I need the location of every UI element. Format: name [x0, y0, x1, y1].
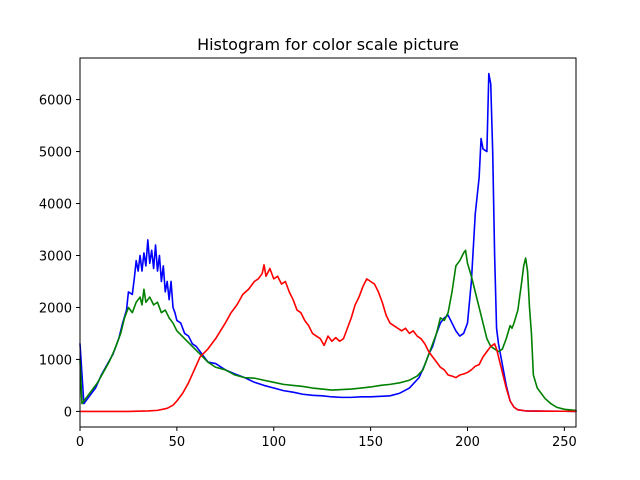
y-tick-label: 5000 — [39, 146, 72, 161]
y-tick-label: 4000 — [39, 198, 72, 213]
y-tick-label: 2000 — [39, 301, 72, 316]
x-tick-label: 0 — [76, 435, 84, 450]
series-layer — [79, 72, 577, 413]
y-tick-label: 6000 — [39, 94, 72, 109]
series-line-3 — [79, 264, 577, 413]
y-axis-ticks: 0 1000 2000 3000 4000 5000 6000 — [39, 94, 80, 420]
y-tick-label: 3000 — [39, 249, 72, 264]
chart-title: Histogram for color scale picture — [197, 35, 459, 54]
x-axis-ticks: 0 50 100 150 200 250 — [76, 427, 577, 450]
x-tick-label: 100 — [261, 435, 286, 450]
x-tick-label: 200 — [455, 435, 480, 450]
plot-area-frame — [79, 57, 577, 428]
x-tick-label: 50 — [169, 435, 186, 450]
series-line-1 — [79, 72, 577, 413]
y-tick-label: 1000 — [39, 353, 72, 368]
series-line-2 — [79, 249, 577, 412]
y-tick-label: 0 — [64, 405, 72, 420]
x-tick-label: 250 — [552, 435, 577, 450]
x-tick-label: 150 — [358, 435, 383, 450]
